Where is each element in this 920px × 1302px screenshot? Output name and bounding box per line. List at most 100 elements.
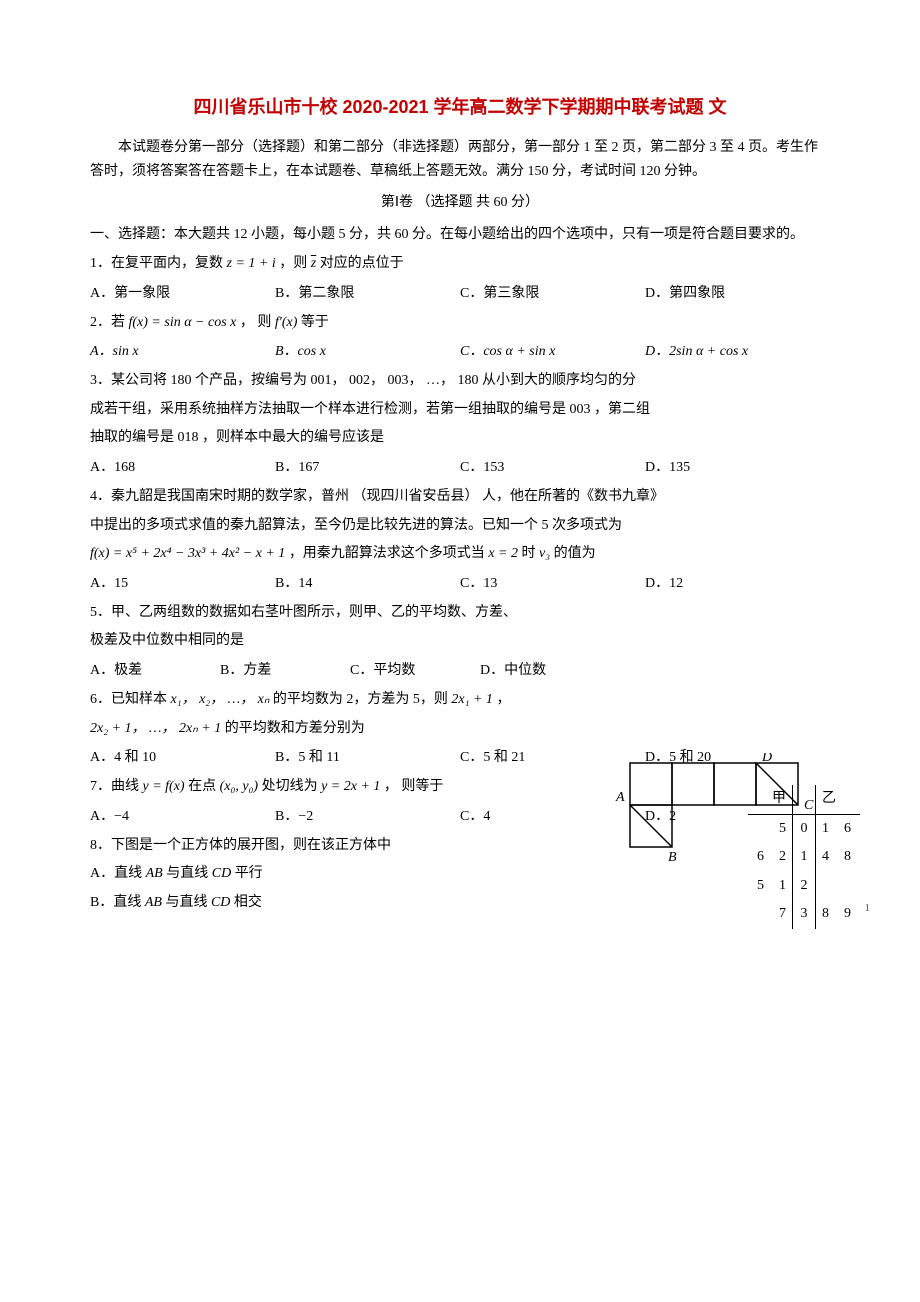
q1-D: D．第四象限 (645, 280, 830, 308)
q5-line2: 极差及中位数中相同的是 (90, 628, 610, 655)
section-1-header: 第Ⅰ卷 （选择题 共 60 分） (90, 190, 830, 217)
q4-l3c: 的值为 (554, 546, 596, 561)
q6-tx1: 2x₁ + 1 (451, 692, 493, 707)
q7-y: y = f(x) (143, 779, 185, 794)
q3-B: B．167 (275, 454, 460, 482)
sl-r3-r0: 8 (816, 900, 839, 929)
q8-A-post: 平行 (235, 866, 263, 881)
q2-mid: ， 则 (240, 315, 272, 330)
q6-pre: 6．已知样本 (90, 692, 167, 707)
q6-l2a: 2x₂ + 1， …， 2xₙ + 1 (90, 721, 221, 736)
q8-B-post: 相交 (234, 895, 262, 910)
q3-post1: 从小到大的顺序均匀的分 (482, 373, 636, 388)
q8-A-mid: 与直线 (166, 866, 208, 881)
q2-B: B．cos x (275, 338, 460, 366)
q3-D: D．135 (645, 454, 830, 482)
q6-A: A．4 和 10 (90, 744, 275, 772)
q7-A: A．−4 (90, 803, 275, 831)
q6-comma: ， (496, 692, 510, 707)
q7-tan: y = 2x + 1 (321, 779, 380, 794)
q2-f: f(x) = sin α − cos x (129, 315, 237, 330)
q4-poly: f(x) = x⁵ + 2x⁴ − 3x³ + 4x² − x + 1 (90, 546, 285, 561)
q4-line1: 4．秦九韶是我国南宋时期的数学家，普州 （现四川省安岳县） 人，他在所著的《数书… (90, 484, 830, 511)
q2-D: D．2sin α + cos x (645, 338, 830, 366)
q3-l2a: 成若干组，采用系统抽样方法抽取一个样本进行检测，若第一组抽取的编号是 (90, 402, 566, 417)
q1-C: C．第三象限 (460, 280, 645, 308)
intro-paragraph: 本试题卷分第一部分（选择题）和第二部分（非选择题）两部分，第一部分 1 至 2 … (90, 136, 830, 184)
q8-A-AB: AB (146, 866, 163, 881)
q3-pre: 3．某公司将 (90, 373, 167, 388)
q7-pt: (x₀, y₀) (220, 779, 259, 794)
q1-A: A．第一象限 (90, 280, 275, 308)
q3-l2b: ，第二组 (594, 402, 650, 417)
q4-l3b: 时 (521, 546, 535, 561)
q2-pre: 2．若 (90, 315, 125, 330)
q3-n: 180 (171, 373, 192, 388)
q5-C: C．平均数 (350, 657, 480, 685)
stemleaf-row-3: 7 3 8 9 (748, 900, 860, 929)
q3-line3: 抽取的编号是 018 ，则样本中最大的编号应该是 (90, 425, 830, 452)
q4-l1a: 4．秦九韶是我国南宋时期的数学家，普州 (90, 489, 349, 504)
q2-A: A．sin x (90, 338, 275, 366)
q7-B: B．−2 (275, 803, 460, 831)
q4-options: A．15 B．14 C．13 D．12 (90, 570, 830, 598)
q5-A: A．极差 (90, 657, 220, 685)
q8-A-pre: A．直线 (90, 866, 142, 881)
q3-options: A．168 B．167 C．153 D．135 (90, 454, 830, 482)
q1-post: 对应的点位于 (320, 256, 404, 271)
q5-B: B．方差 (220, 657, 350, 685)
q4-l1b: 人，他在所著的《数书九章》 (482, 489, 664, 504)
q7-m1: 在点 (188, 779, 216, 794)
q4-C: C．13 (460, 570, 645, 598)
q2-options: A．sin x B．cos x C．cos α + sin x D．2sin α… (90, 338, 830, 366)
label-C: C (804, 798, 814, 813)
sl-r3-l0 (748, 900, 770, 929)
section-1-instructions: 一、选择题：本大题共 12 小题，每小题 5 分，共 60 分。在每小题给出的四… (90, 222, 830, 249)
q2-fp: f′(x) (275, 315, 298, 330)
q2-post: 等于 (301, 315, 329, 330)
q8-B-pre: B．直线 (90, 895, 141, 910)
q8-B: B．直线 AB 与直线 CD 相交 (90, 890, 510, 917)
q1-B: B．第二象限 (275, 280, 460, 308)
label-A: A (615, 790, 625, 805)
q4-B: B．14 (275, 570, 460, 598)
sl-r3-r1: 9 (838, 900, 860, 929)
q3-line2: 成若干组，采用系统抽样方法抽取一个样本进行检测，若第一组抽取的编号是 003 ，… (90, 397, 830, 424)
q8-B-AB: AB (145, 895, 162, 910)
q1-stem: 1．在复平面内，复数 z = 1 + i ，则 z 对应的点位于 (90, 251, 830, 278)
cube-net-figure: A B C D (600, 753, 860, 883)
q4-v3: v₃ (539, 546, 550, 561)
q6-B: B．5 和 11 (275, 744, 460, 772)
q1-zbar: z (311, 256, 316, 271)
label-B: B (668, 850, 677, 865)
q3-g2: 018 (178, 430, 199, 445)
q5-line1: 5．甲、乙两组数的数据如右茎叶图所示，则甲、乙的平均数、方差、 (90, 600, 610, 627)
sl-r3-l1: 7 (770, 900, 793, 929)
q2-C: C．cos α + sin x (460, 338, 645, 366)
q5-options: A．极差 B．方差 C．平均数 D．中位数 (90, 657, 610, 685)
q7-post: ， 则等于 (384, 779, 444, 794)
q3-seq: 001， 002， 003， …， 180 (311, 373, 479, 388)
q4-D: D．12 (645, 570, 830, 598)
q8-B-CD: CD (211, 895, 230, 910)
page-title: 四川省乐山市十校 2020-2021 学年高二数学下学期期中联考试题 文 (90, 90, 830, 124)
q2-stem: 2．若 f(x) = sin α − cos x ， 则 f′(x) 等于 (90, 310, 830, 337)
q6-xs: x₁， x₂， …， xₙ (171, 692, 270, 707)
q4-A: A．15 (90, 570, 275, 598)
q4-line2: 中提出的多项式求值的秦九韶算法，至今仍是比较先进的算法。已知一个 5 次多项式为 (90, 513, 830, 540)
q6-line1: 6．已知样本 x₁， x₂， …， xₙ 的平均数为 2，方差为 5，则 2x₁… (90, 687, 650, 714)
q3-C: C．153 (460, 454, 645, 482)
q6-l2b: 的平均数和方差分别为 (225, 721, 365, 736)
q3-l3a: 抽取的编号是 (90, 430, 174, 445)
q1-options: A．第一象限 B．第二象限 C．第三象限 D．第四象限 (90, 280, 830, 308)
q8-A-CD: CD (212, 866, 231, 881)
q3-mid1: 个产品，按编号为 (195, 373, 307, 388)
q8-A: A．直线 AB 与直线 CD 平行 (90, 861, 510, 888)
q3-l3b: ，则样本中最大的编号应该是 (202, 430, 384, 445)
q7-pre: 7．曲线 (90, 779, 139, 794)
q1-math: z = 1 + i (227, 256, 276, 271)
q1-pre: 1．在复平面内，复数 (90, 256, 223, 271)
sl-r3-stem: 3 (793, 900, 816, 929)
q4-paren: （现四川省安岳县） (353, 489, 479, 504)
q4-line3: f(x) = x⁵ + 2x⁴ − 3x³ + 4x² − x + 1 ，用秦九… (90, 541, 830, 568)
